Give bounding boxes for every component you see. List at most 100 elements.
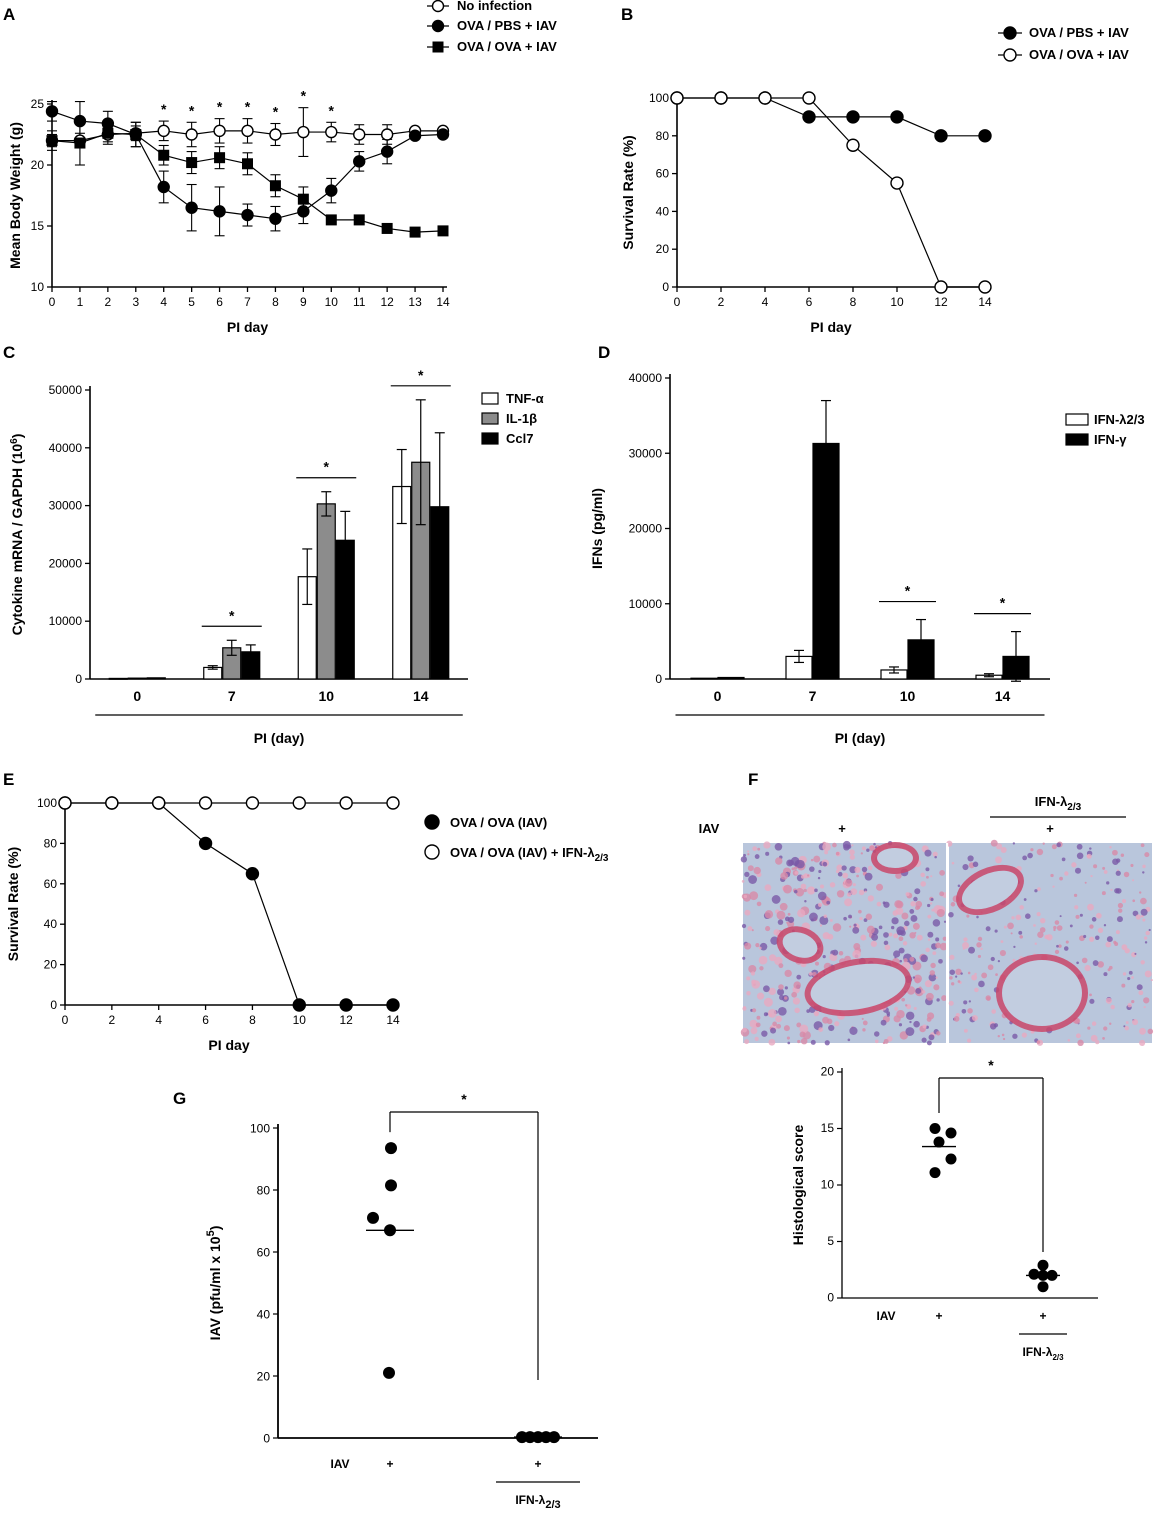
data-point [185,128,198,141]
legend-swatch [481,412,499,425]
data-point [339,796,353,810]
data-point [241,124,254,138]
y-tick-label: 40 [257,1307,271,1321]
y-tick-label: 100 [649,91,669,105]
tissue-cell [1136,984,1143,991]
data-point [241,208,254,222]
tissue-cell [990,839,998,847]
tissue-cell [927,1012,935,1020]
tissue-cell [777,919,784,925]
tissue-cell [927,914,932,919]
tissue-cell [771,895,781,904]
tissue-cell [751,929,754,932]
tissue-cell [948,911,954,918]
tissue-cell [883,940,889,946]
tissue-cell [1106,936,1113,943]
significance-star: * [418,367,424,383]
tissue-cell [764,910,774,919]
tissue-cell [997,1034,1000,1038]
y-tick-label: 0 [263,1431,270,1445]
tissue-cell [817,902,823,907]
tissue-cell [774,842,783,851]
tissue-cell [829,882,836,888]
y-axis-label: Mean Body Weight (g) [7,122,23,269]
tissue-cell [834,1021,840,1027]
significance-star: * [324,459,330,475]
x-tick-label: 12 [380,295,394,309]
data-point [157,124,170,138]
tissue-cell [854,866,861,873]
legend-label: IFN-γ [1094,432,1127,447]
x-axis-label: PI day [227,319,268,335]
tissue-cell [1093,864,1098,869]
tissue-cell [1027,852,1033,859]
data-point [383,1366,395,1379]
airway-lumen [782,932,818,958]
tissue-cell [949,969,956,975]
tissue-cell [772,1021,777,1027]
tissue-cell [1088,936,1095,942]
y-tick-label: 0 [827,1290,834,1304]
tissue-cell [941,995,948,1002]
tissue-cell [1074,1018,1081,1024]
significance-star: * [217,99,223,115]
tissue-cell [776,910,786,920]
tissue-cell [909,1020,912,1024]
tissue-cell [1103,1026,1108,1031]
x-tick-label: 2 [109,1013,116,1027]
tissue-cell [1140,960,1145,965]
tissue-cell [875,883,884,891]
tissue-cell [777,988,785,996]
tissue-cell [1003,925,1007,929]
bar [127,677,147,680]
tissue-cell [1034,942,1037,945]
tissue-cell [866,925,875,934]
data-point [157,180,170,194]
tissue-cell [1144,936,1148,940]
tissue-cell [967,1038,972,1043]
legend-swatch [481,432,499,445]
y-tick-label: 0 [50,998,57,1012]
tissue-cell [791,867,795,871]
tissue-cell [1140,897,1147,905]
tissue-cell [774,956,783,966]
data-point [934,280,948,294]
tissue-cell [765,851,770,856]
tissue-cell [808,972,813,976]
tissue-cell [1074,905,1079,910]
tissue-cell [758,955,768,965]
tissue-cell [1123,871,1130,878]
tissue-cell [1132,879,1135,882]
tissue-cell [961,1008,967,1014]
data-point [198,796,213,810]
tissue-cell [807,874,810,877]
tissue-cell [1105,941,1112,948]
significance-star: * [273,104,279,120]
tissue-cell [899,959,903,963]
x-category-label: 7 [809,688,817,704]
x-tick-label: 12 [934,295,948,309]
tissue-cell [922,1024,927,1029]
tissue-cell [742,1027,748,1033]
tissue-cell [882,1041,886,1045]
tissue-cell [870,940,877,948]
tissue-cell [819,915,829,925]
tissue-cell [960,972,963,975]
tissue-cell [967,1008,973,1014]
tissue-cell [1058,944,1062,948]
tissue-cell [994,929,998,933]
tissue-cell [891,917,899,925]
tissue-cell [936,908,945,918]
tissue-cell [1019,935,1023,939]
tissue-cell [981,972,988,979]
data-point [846,110,860,124]
tissue-cell [1033,924,1036,927]
x-tick-label: 6 [806,295,813,309]
tissue-cell [1046,934,1053,941]
x-tick-label: 6 [202,1013,209,1027]
tissue-cell [1067,1038,1071,1042]
tissue-cell [756,992,765,1000]
tissue-cell [913,974,922,983]
tissue-cell [905,892,910,897]
tissue-cell [862,1028,866,1032]
